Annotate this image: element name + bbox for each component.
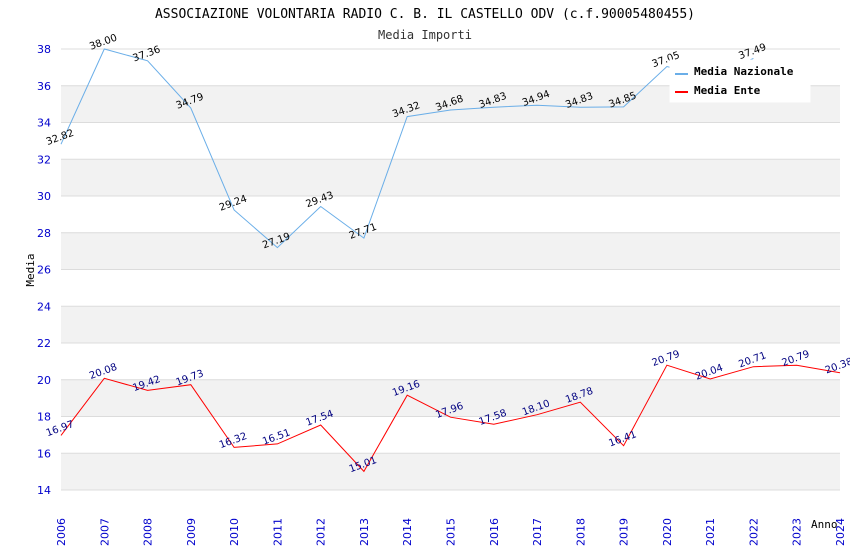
y-tick-label: 36 bbox=[37, 80, 51, 93]
x-tick-label: 2015 bbox=[445, 518, 458, 546]
grid-band bbox=[61, 232, 840, 270]
x-tick-label: 2020 bbox=[661, 518, 674, 546]
grid-band bbox=[61, 159, 840, 196]
y-tick-label: 38 bbox=[37, 43, 51, 56]
y-tick-label: 22 bbox=[37, 337, 51, 350]
y-tick-label: 14 bbox=[37, 484, 51, 497]
y-tick-label: 30 bbox=[37, 190, 51, 203]
legend-box bbox=[669, 59, 811, 103]
data-label: 16.41 bbox=[607, 429, 638, 449]
grid-band bbox=[61, 379, 840, 417]
x-axis-label: Anno bbox=[811, 518, 838, 531]
data-label: 16.32 bbox=[218, 431, 249, 451]
x-tick-label: 2021 bbox=[704, 518, 717, 546]
x-tick-label: 2024 bbox=[834, 518, 847, 546]
x-tick-label: 2017 bbox=[531, 518, 544, 546]
legend-label-national: Media Nazionale bbox=[694, 65, 794, 78]
x-tick-label: 2014 bbox=[401, 518, 414, 546]
data-label: 38.00 bbox=[88, 33, 119, 53]
data-label: 20.38 bbox=[824, 356, 850, 376]
y-tick-label: 34 bbox=[37, 117, 51, 130]
y-tick-label: 18 bbox=[37, 411, 51, 424]
series-lines bbox=[60, 48, 841, 473]
legend: Media Nazionale Media Ente bbox=[669, 59, 811, 103]
y-axis-ticks: 14 16 18 20 22 24 26 28 30 32 34 36 38 bbox=[37, 43, 51, 497]
x-tick-label: 2019 bbox=[618, 518, 631, 546]
x-tick-label: 2008 bbox=[142, 518, 155, 546]
y-tick-label: 16 bbox=[37, 447, 51, 460]
data-label: 29.24 bbox=[218, 194, 249, 214]
y-tick-label: 26 bbox=[37, 264, 51, 277]
data-label: 16.51 bbox=[261, 427, 292, 447]
x-tick-label: 2013 bbox=[358, 518, 371, 546]
grid-bands bbox=[61, 85, 840, 490]
chart-subtitle: Media Importi bbox=[378, 28, 472, 42]
legend-label-ente: Media Ente bbox=[694, 84, 761, 97]
grid-lines bbox=[61, 48, 840, 491]
x-tick-label: 2022 bbox=[747, 518, 760, 546]
y-tick-label: 20 bbox=[37, 374, 51, 387]
x-tick-label: 2006 bbox=[55, 518, 68, 546]
data-label: 37.36 bbox=[131, 44, 162, 64]
grid-band bbox=[61, 306, 840, 343]
x-tick-label: 2016 bbox=[488, 518, 501, 546]
data-label: 32.82 bbox=[45, 128, 76, 148]
series-line-national bbox=[60, 48, 754, 249]
grid-band bbox=[61, 453, 840, 490]
x-tick-label: 2012 bbox=[315, 518, 328, 546]
x-tick-label: 2011 bbox=[271, 518, 284, 546]
y-tick-label: 28 bbox=[37, 227, 51, 240]
chart-title: ASSOCIAZIONE VOLONTARIA RADIO C. B. IL C… bbox=[155, 7, 695, 22]
x-axis-ticks: 2006 2007 2008 2009 2010 2011 2012 2013 2014 2015… bbox=[55, 518, 847, 546]
y-axis-label: Media bbox=[24, 253, 37, 286]
y-tick-label: 32 bbox=[37, 153, 51, 166]
x-tick-label: 2009 bbox=[185, 518, 198, 546]
x-tick-label: 2010 bbox=[228, 518, 241, 546]
x-tick-label: 2007 bbox=[98, 518, 111, 546]
y-tick-label: 24 bbox=[37, 300, 51, 313]
series-line-ente bbox=[60, 364, 841, 473]
x-tick-label: 2023 bbox=[791, 518, 804, 546]
x-tick-label: 2018 bbox=[574, 518, 587, 546]
data-label: 20.79 bbox=[781, 349, 812, 369]
